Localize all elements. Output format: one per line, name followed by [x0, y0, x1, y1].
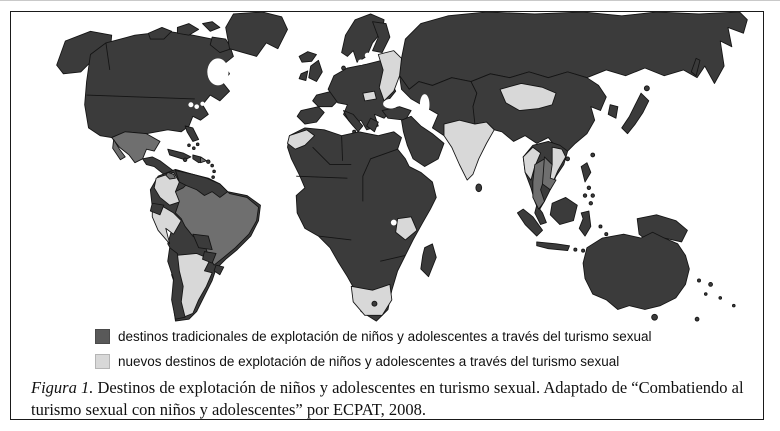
traditional-destination-countries	[111, 131, 557, 266]
figure-caption-label: Figura 1.	[31, 378, 94, 397]
legend-label: nuevos destinos de explotación de niños …	[118, 353, 620, 369]
water-bodies	[188, 52, 430, 226]
page-rule	[0, 0, 780, 1]
world-map	[22, 12, 752, 324]
new-swatch-icon	[95, 353, 110, 369]
map-legend: destinos tradicionales de explotación de…	[95, 326, 763, 371]
legend-label: destinos tradicionales de explotación de…	[118, 328, 652, 344]
figure-caption-text: Destinos de explotación de niños y adole…	[31, 378, 744, 419]
figure-caption: Figura 1. Destinos de explotación de niñ…	[31, 377, 747, 419]
base-country-overlays	[149, 169, 378, 320]
legend-item-new: nuevos destinos de explotación de niños …	[95, 351, 763, 371]
new-destination-countries	[151, 50, 567, 318]
figure-frame: destinos tradicionales de explotación de…	[10, 11, 764, 420]
traditional-swatch-icon	[95, 328, 110, 344]
country-borders	[86, 42, 406, 262]
legend-item-traditional: destinos tradicionales de explotación de…	[95, 326, 763, 346]
